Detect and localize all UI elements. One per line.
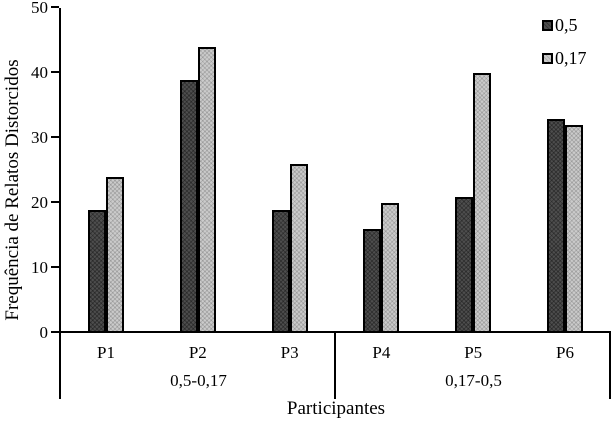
x-category-label-P4: P4 — [372, 343, 391, 362]
legend-swatch-dark-icon — [542, 20, 553, 31]
x-category-label-P1: P1 — [97, 343, 115, 362]
bar-P4-0,5 — [363, 229, 382, 333]
bar-P1-0,17 — [106, 177, 124, 333]
y-tick-mark — [51, 201, 59, 203]
y-tick-label: 20 — [31, 193, 48, 212]
group-divider-line — [609, 331, 611, 399]
y-tick-mark — [51, 266, 59, 268]
group-label-1: 0,5-0,17 — [170, 371, 227, 390]
bar-P6-0,17 — [565, 125, 583, 333]
legend-swatch-light-icon — [542, 53, 553, 64]
bar-P2-0,17 — [197, 47, 216, 333]
y-tick-label: 50 — [31, 0, 48, 17]
bar-P3-0,17 — [289, 164, 308, 333]
y-tick-mark — [51, 331, 59, 333]
y-tick-mark — [51, 71, 59, 73]
legend-label: 0,5 — [555, 15, 578, 35]
group-divider-line — [334, 331, 336, 399]
legend-entry-0,5: 0,5 — [542, 15, 578, 36]
y-tick-mark — [51, 6, 59, 8]
bar-P6-0,5 — [547, 118, 565, 333]
y-axis-title: Frequência de Relatos Distorcidos — [2, 59, 23, 321]
x-category-label-P6: P6 — [556, 343, 574, 362]
x-category-label-P2: P2 — [188, 343, 207, 362]
legend-label: 0,17 — [555, 48, 587, 68]
bar-P2-0,5 — [179, 79, 198, 333]
x-category-label-P3: P3 — [280, 343, 299, 362]
bar-P4-0,17 — [381, 203, 400, 333]
bar-P3-0,5 — [271, 209, 290, 333]
bar-P5-0,5 — [455, 196, 474, 333]
y-tick-label: 10 — [31, 258, 48, 277]
group-label-2: 0,17-0,5 — [445, 371, 502, 390]
y-axis-line — [59, 8, 61, 399]
x-category-label-P5: P5 — [464, 343, 483, 362]
bar-P5-0,17 — [473, 73, 492, 333]
legend-entry-0,17: 0,17 — [542, 48, 587, 69]
y-tick-mark — [51, 136, 59, 138]
bar-P1-0,5 — [88, 209, 106, 333]
x-axis-title: Participantes — [286, 398, 386, 419]
y-tick-label: 30 — [31, 128, 48, 147]
y-tick-label: 0 — [39, 323, 49, 342]
y-tick-label: 40 — [31, 63, 48, 82]
